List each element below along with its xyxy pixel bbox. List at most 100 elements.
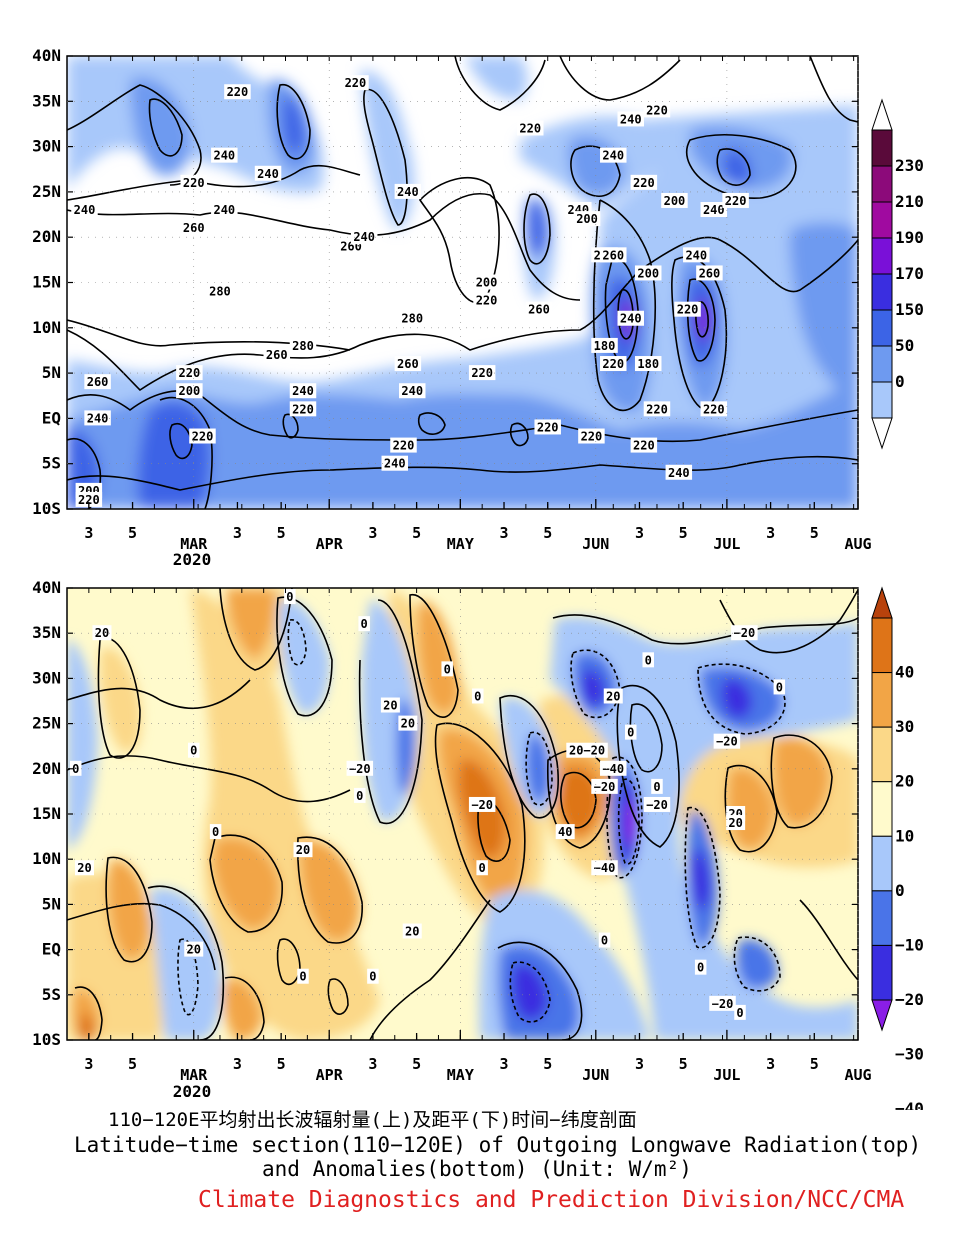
contour-label-bg <box>390 437 417 453</box>
contour-label: 220 <box>633 439 655 453</box>
colorbar-level-label: 190 <box>895 228 924 247</box>
colorbar-band <box>871 273 893 311</box>
x-tick-label: MAR <box>180 535 208 553</box>
contour-label-bg <box>643 796 671 812</box>
contour-label-bg <box>398 310 426 326</box>
x-tick-label: 3 <box>368 1055 377 1073</box>
y-tick-label: 25N <box>32 182 61 201</box>
contour-label-bg <box>346 760 374 776</box>
contour-label-bg <box>600 760 627 776</box>
contour-label-bg <box>630 174 658 190</box>
contour-label-bg <box>598 932 611 948</box>
contour-label: 240 <box>397 185 419 199</box>
contour-label-bg <box>211 147 238 163</box>
contour-label-bg <box>591 860 618 876</box>
x-tick-label: JUN <box>582 535 609 553</box>
x-tick-label: 5 <box>412 1055 421 1073</box>
contour-label: 20 <box>77 861 91 875</box>
colorbar-top-arrow <box>871 586 893 619</box>
x-tick-label: 3 <box>766 524 775 542</box>
contour-label: 240 <box>602 149 624 163</box>
contour-label-bg <box>600 356 627 372</box>
y-tick-label: EQ <box>42 408 61 427</box>
contour-label-bg <box>603 688 623 704</box>
contour-label-bg <box>651 778 663 794</box>
contour-label: 220 <box>581 430 603 444</box>
colorbar-level-label: −20 <box>895 990 924 1009</box>
contour-label-bg <box>634 356 662 372</box>
contour-label: 0 <box>474 689 481 703</box>
contour-label: −20 <box>646 798 668 812</box>
contour-label-bg <box>342 75 369 91</box>
contour-label: 240 <box>703 203 725 217</box>
contour-label: 20 <box>296 843 310 857</box>
contour-label-bg <box>700 401 728 417</box>
contour-label: 220 <box>677 303 699 317</box>
contour-label-bg <box>700 202 728 218</box>
y-tick-label: 10S <box>32 499 61 518</box>
y-tick-label: 40N <box>32 46 61 65</box>
contour-label: 0 <box>212 825 219 839</box>
y-tick-label: 25N <box>32 714 61 733</box>
contour-label-bg <box>367 968 379 984</box>
contour-label: 240 <box>401 384 423 398</box>
contour-label-bg <box>354 787 366 803</box>
contour-label-bg <box>75 491 103 507</box>
contour-label: 0 <box>645 653 652 667</box>
contour-label-bg <box>184 941 204 957</box>
colorbar-band <box>871 944 893 1001</box>
contour-label: 240 <box>620 112 642 126</box>
contour-label: 0 <box>653 780 660 794</box>
contour-label-bg <box>297 968 309 984</box>
y-tick-label: 20N <box>32 759 61 778</box>
x-tick-label: 3 <box>368 524 377 542</box>
contour-label-bg <box>634 265 662 281</box>
contour-label-bg <box>473 292 500 308</box>
contour-label: 20 <box>728 816 742 830</box>
contour-label: 260 <box>528 303 550 317</box>
contour-label-bg <box>709 995 736 1011</box>
contour-label-bg <box>74 860 94 876</box>
x-tick-label: 5 <box>412 524 421 542</box>
contour-label-bg <box>394 356 422 372</box>
x-tick-label: 3 <box>635 1055 644 1073</box>
contour-label: 0 <box>697 961 704 975</box>
contour-label-bg <box>206 283 234 299</box>
contour-label-bg <box>630 437 658 453</box>
contour-label-bg <box>713 733 741 749</box>
colorbar-level-label: −40 <box>895 1099 924 1110</box>
x-tick-label: 3 <box>500 1055 509 1073</box>
contour-label-bg <box>472 688 484 704</box>
olr-year-label: 2020 <box>173 550 212 569</box>
x-tick-label: 5 <box>679 1055 688 1073</box>
colorbar-band <box>871 726 893 783</box>
y-tick-label: 5S <box>42 454 61 473</box>
contour-label-bg <box>674 301 701 317</box>
contour-label: 200 <box>476 276 498 290</box>
x-tick-label: AUG <box>844 1066 871 1084</box>
contour-label-bg <box>263 346 291 362</box>
colorbar-band <box>871 129 893 167</box>
y-tick-label: 30N <box>32 137 61 156</box>
anomaly-x-axis: 3 5 MAR 3 5 APR 3 5 MAY 3 5 JUN 3 5 JUL 3 5 AUG <box>66 588 872 1084</box>
contour-label-bg <box>734 1004 746 1020</box>
colorbar-level-label: −10 <box>895 935 924 954</box>
anomaly-year-label: 2020 <box>173 1082 212 1101</box>
y-tick-label: 5N <box>42 894 61 913</box>
x-tick-label: MAY <box>447 1066 474 1084</box>
contour-label: 0 <box>369 970 376 984</box>
caption-chinese: 110−120E平均射出长波辐射量(上)及距平(下)时间−纬度剖面 <box>108 1109 637 1131</box>
contour-label-bg <box>176 365 203 381</box>
x-tick-label: JUL <box>713 1066 740 1084</box>
contour-label: −20 <box>471 798 493 812</box>
contour-label: 240 <box>213 149 235 163</box>
contour-label-bg <box>726 815 746 831</box>
colorbar-level-label: 210 <box>895 192 924 211</box>
contour-label-bg <box>381 455 409 471</box>
caption-english-line2: and Anomalies(bottom) (Unit: W/m²) <box>262 1157 692 1181</box>
colorbar-bottom-arrow <box>871 999 893 1032</box>
contour-label: 260 <box>266 348 288 362</box>
contour-label: −20 <box>716 735 738 749</box>
contour-label: 0 <box>286 590 293 604</box>
